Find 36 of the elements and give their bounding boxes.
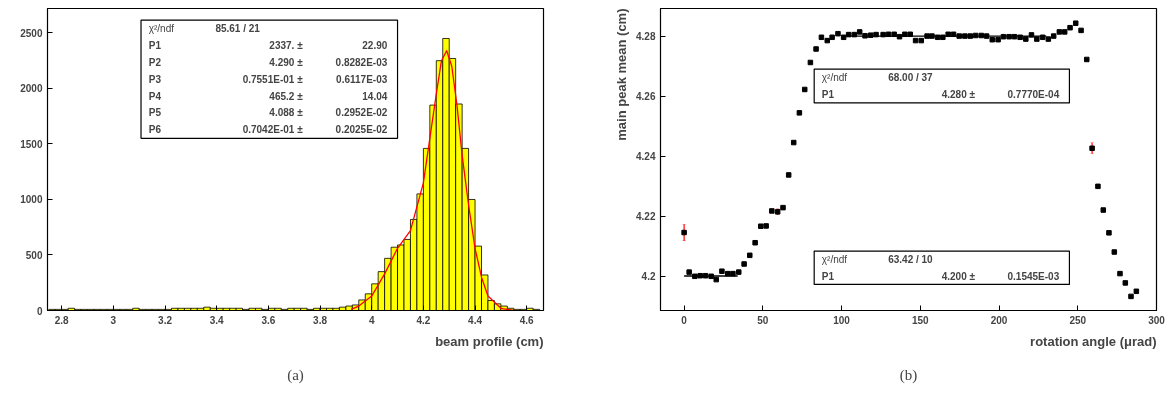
y-tick-label: 0: [36, 305, 43, 317]
y-tick-label: 2500: [20, 27, 43, 39]
x-tick-label: 50: [757, 314, 769, 326]
x-tick-label: 4.6: [519, 314, 535, 326]
y-tick-label: 1500: [20, 138, 43, 150]
y-tick-label: 2000: [20, 83, 43, 95]
x-tick-label: 3.6: [261, 314, 276, 326]
x-tick-label: 250: [1069, 314, 1087, 326]
x-axis-title: beam profile (cm): [435, 333, 544, 349]
x-tick-label: 150: [911, 314, 930, 326]
x-tick-label: 2.8: [54, 314, 70, 326]
x-tick-label: 0: [681, 314, 688, 326]
y-axis-title: main peak mean (cm): [613, 8, 629, 141]
x-tick-label: 3.2: [158, 314, 173, 326]
text: χ²/ndf 85.61 / 21 P1 2337. ± 22.90 P2 4.290 ± 0.8282E-03 P3 0.7551E-01 ± 0.6117E-03 P4 465.2 ± 14.04 P5 4.088 ± 0.2952E-02 P6 0.7042E-01 ± 0.2025E-02: [148, 23, 388, 136]
y-tick-label: 500: [25, 249, 43, 261]
y-tick-label: 4.24: [636, 151, 656, 163]
x-axis-title: rotation angle (μrad): [1030, 333, 1157, 349]
x-tick-label: 3.4: [209, 314, 225, 326]
x-tick-label: 4.2: [416, 314, 431, 326]
y-tick-label: 4.28: [636, 31, 656, 43]
text: χ²/ndf 63.42 / 10 P1 4.200 ± 0.1545E-03: [821, 253, 1060, 282]
x-tick-label: 100: [833, 314, 851, 326]
y-tick-label: 1000: [20, 194, 43, 206]
x-tick-label: 200: [990, 314, 1008, 326]
text: (a): [287, 366, 304, 384]
text: (b): [899, 366, 918, 384]
x-tick-label: 3: [110, 314, 117, 326]
y-tick-label: 4.26: [636, 91, 656, 103]
x-tick-label: 4: [368, 314, 375, 326]
x-tick-label: 4.4: [468, 314, 483, 326]
text: χ²/ndf 68.00 / 37 P1 4.280 ± 0.7770E-04: [821, 72, 1060, 100]
x-tick-label: 300: [1148, 314, 1166, 326]
y-tick-label: 4.2: [641, 271, 656, 283]
x-tick-label: 3.8: [313, 314, 328, 326]
y-tick-label: 4.22: [636, 211, 656, 223]
